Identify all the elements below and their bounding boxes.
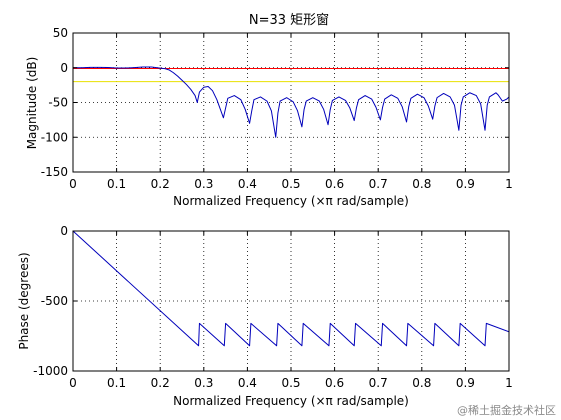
x-tick-label: 0.3	[194, 177, 213, 191]
y-tick-label: -1000	[33, 364, 68, 378]
y-tick-label: 0	[60, 61, 68, 75]
magnitude-y-ticks: 50 0 -50 -100 -150	[41, 26, 509, 179]
series-line	[73, 66, 510, 138]
y-tick-label: -50	[48, 96, 68, 110]
x-tick-label: 0.1	[107, 177, 126, 191]
x-tick-label: 0.5	[281, 177, 300, 191]
y-tick-label: -100	[41, 130, 68, 144]
x-tick-label: 0.8	[412, 177, 431, 191]
x-tick-label: 0.4	[238, 376, 257, 390]
magnitude-x-label: Normalized Frequency (×π rad/sample)	[173, 194, 409, 208]
x-tick-label: 0.6	[325, 376, 344, 390]
x-tick-label: 0.7	[369, 177, 388, 191]
x-tick-label: 0.1	[107, 376, 126, 390]
x-tick-label: 1	[505, 177, 513, 191]
phase-plot: 0 0.1 0.2 0.3 0.4 0.5 0.6 0.7 0.8 0.9 1 0 -500 -1000…	[17, 224, 513, 408]
magnitude-title: N=33 矩形窗	[249, 12, 329, 28]
magnitude-reference-lines	[73, 67, 509, 83]
phase-y-ticks: 0 -500 -1000	[33, 224, 509, 378]
x-tick-label: 0.4	[238, 177, 257, 191]
series-line	[72, 230, 510, 347]
phase-x-label: Normalized Frequency (×π rad/sample)	[173, 394, 409, 408]
x-tick-label: 0	[69, 177, 77, 191]
magnitude-y-label: Magnitude (dB)	[25, 57, 39, 150]
x-tick-label: 0.6	[325, 177, 344, 191]
y-tick-label: 0	[60, 224, 68, 238]
phase-series	[72, 230, 510, 347]
phase-grid	[73, 231, 509, 371]
phase-y-label: Phase (degrees)	[17, 252, 31, 349]
watermark: @稀土掘金技术社区	[457, 403, 556, 417]
x-tick-label: 0.9	[456, 376, 475, 390]
magnitude-plot: N=33 矩形窗 0 0.1 0.2 0.3 0.4 0.5 0.6 0.7 0.8 0.9 1 5…	[25, 12, 513, 208]
x-tick-label: 0	[69, 376, 77, 390]
magnitude-x-ticks: 0 0.1 0.2 0.3 0.4 0.5 0.6 0.7 0.8 0.9 1	[69, 33, 513, 191]
y-tick-label: 50	[53, 26, 68, 40]
x-tick-label: 0.9	[456, 177, 475, 191]
y-tick-label: -150	[41, 165, 68, 179]
x-tick-label: 0.5	[281, 376, 300, 390]
phase-x-ticks: 0 0.1 0.2 0.3 0.4 0.5 0.6 0.7 0.8 0.9 1	[69, 231, 513, 390]
x-tick-label: 0.3	[194, 376, 213, 390]
x-tick-label: 0.7	[369, 376, 388, 390]
x-tick-label: 0.2	[151, 177, 170, 191]
magnitude-series	[73, 66, 510, 138]
y-tick-label: -500	[41, 294, 68, 308]
x-tick-label: 0.2	[151, 376, 170, 390]
x-tick-label: 1	[505, 376, 513, 390]
x-tick-label: 0.8	[412, 376, 431, 390]
magnitude-grid	[73, 33, 509, 172]
